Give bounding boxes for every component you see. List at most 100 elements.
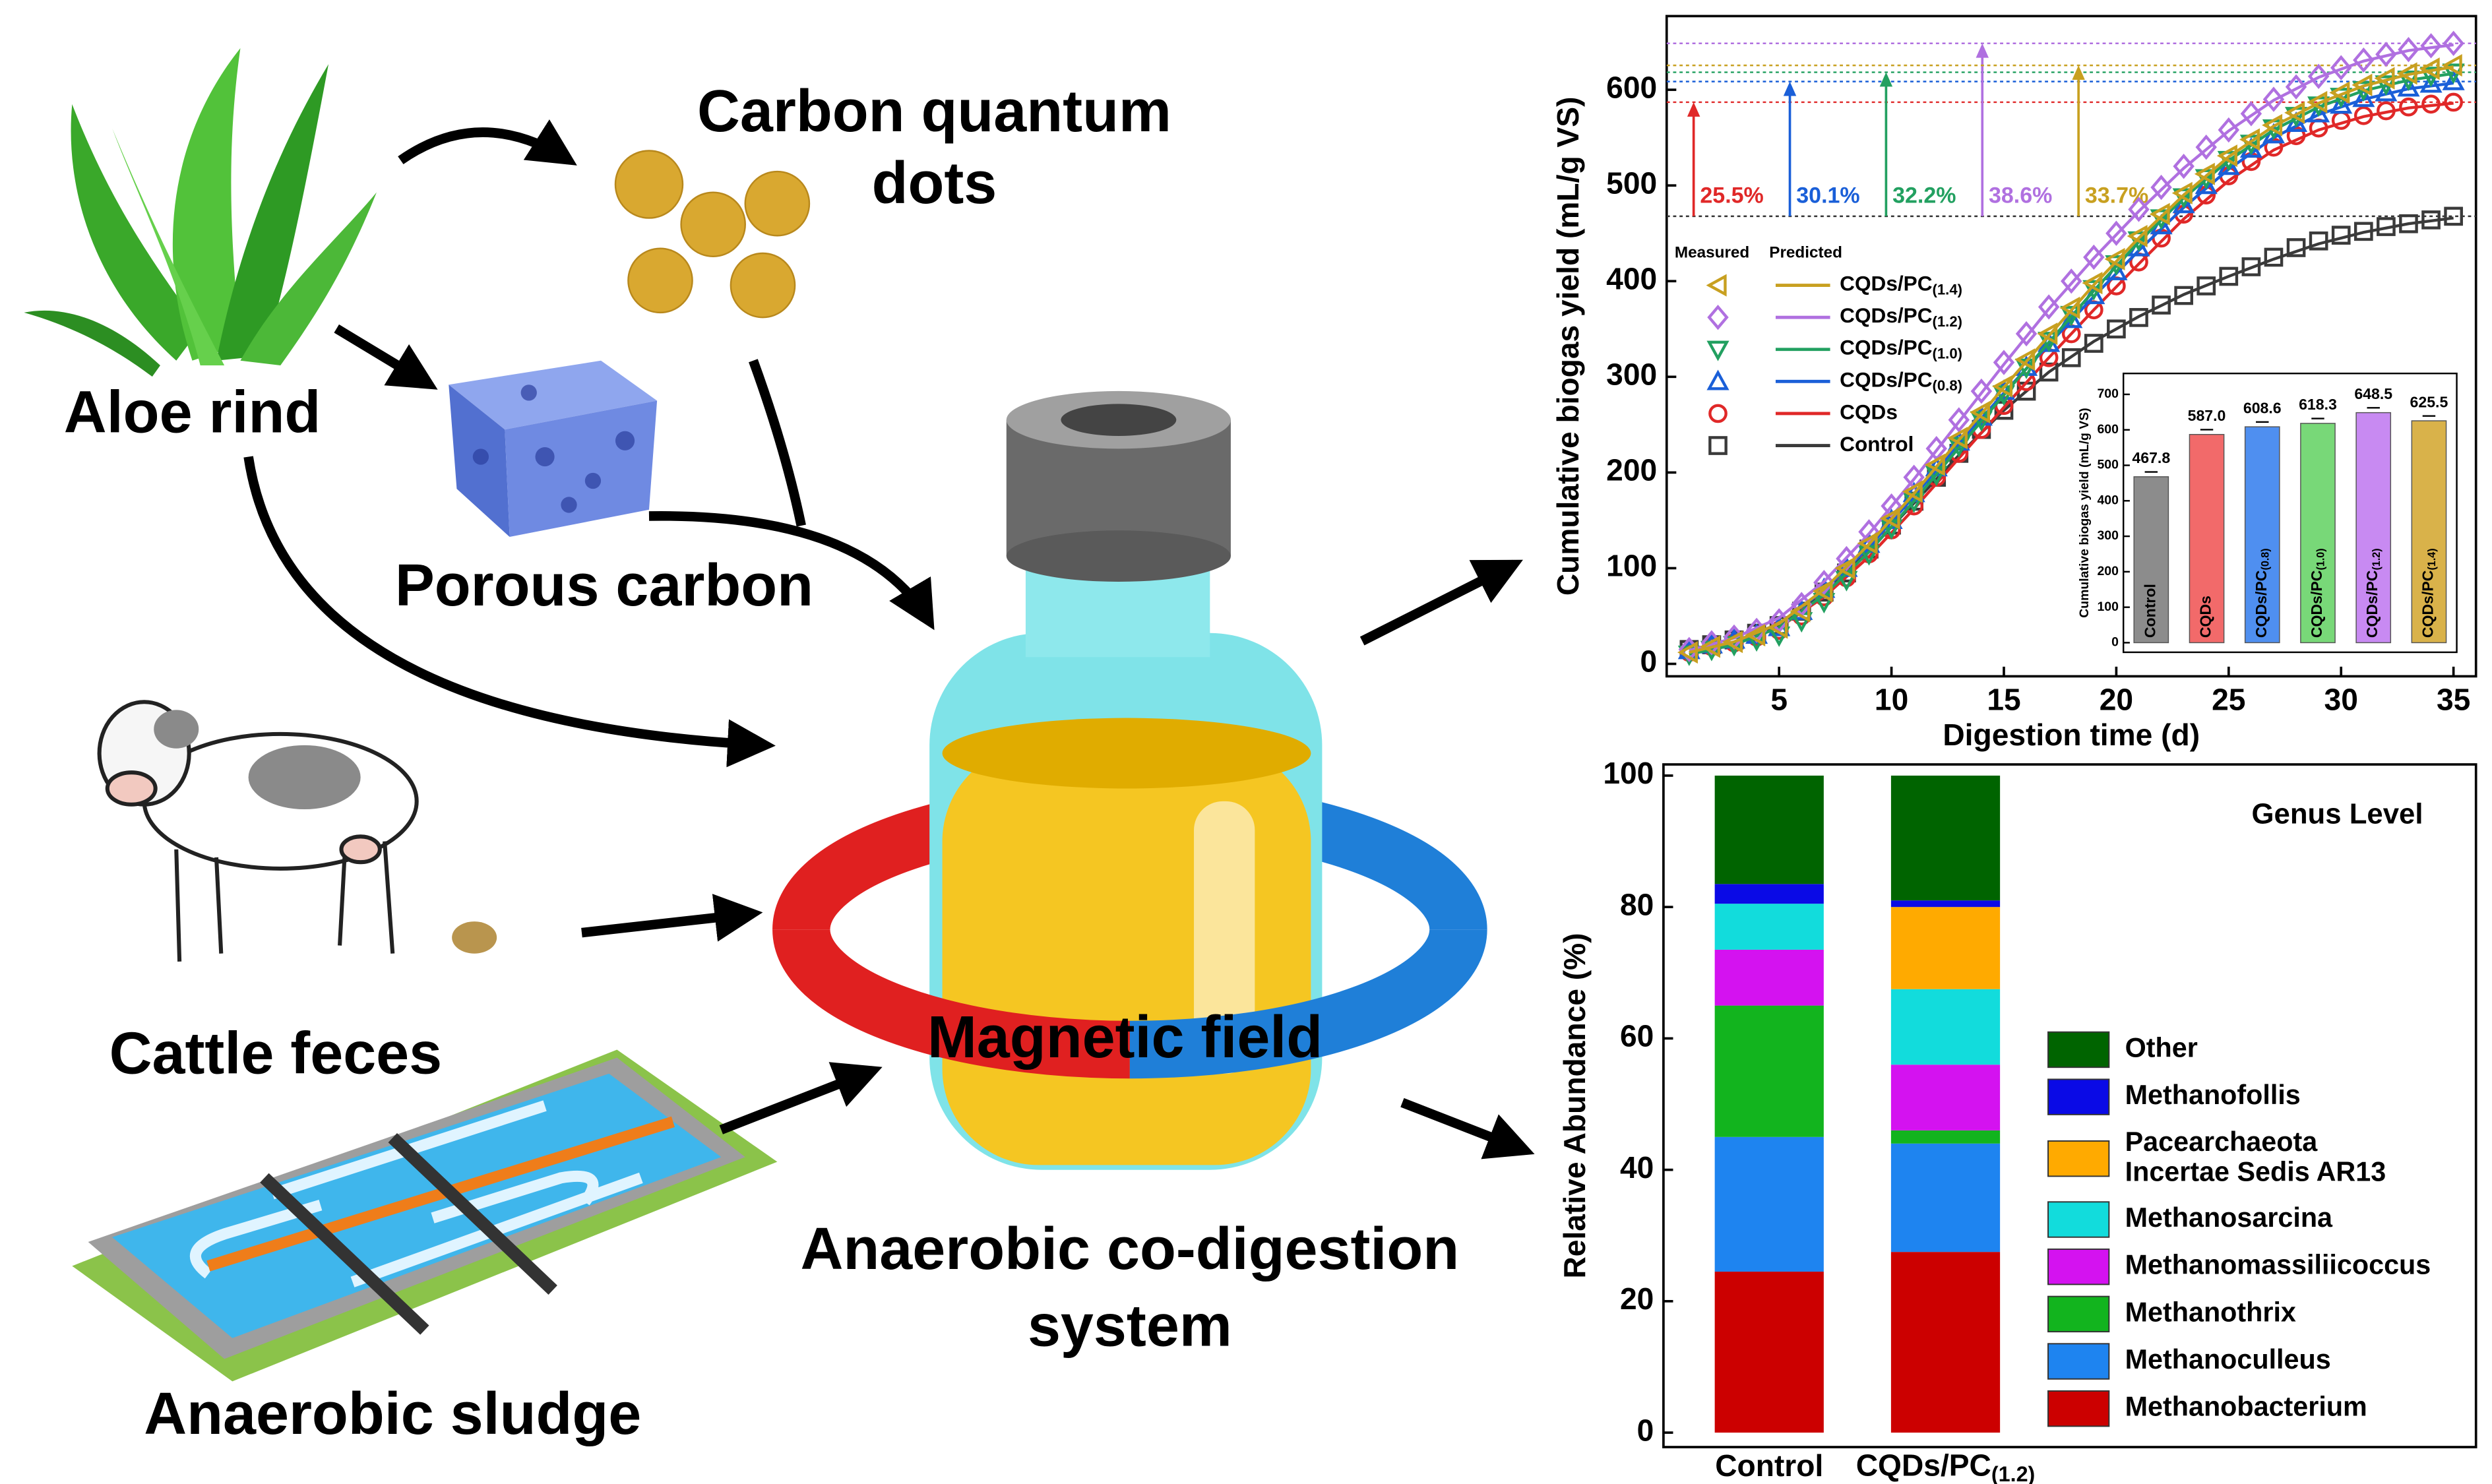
- legend-marker: [1707, 304, 1729, 330]
- category-label: CQDs/PC(1.4): [2419, 548, 2439, 638]
- y-axis-title: Relative Abundance (%): [1557, 933, 1592, 1278]
- data-point: [2353, 222, 2373, 241]
- y-tick-label: 300: [1606, 357, 1657, 392]
- aloe-illustration-part: [216, 64, 329, 361]
- data-point: [1677, 641, 1698, 664]
- data-point: [2284, 111, 2308, 132]
- y-tick-label: 20: [1620, 1282, 1654, 1316]
- data-point: [2104, 247, 2125, 270]
- porous-carbon-cube-part-part: [535, 447, 555, 467]
- porous-carbon-cube-part-part: [615, 431, 635, 450]
- data-point: [1924, 453, 1945, 476]
- data-point: [2309, 231, 2328, 251]
- x-tick-label: 15: [1987, 682, 2020, 716]
- legend-swatch: [2047, 1390, 2110, 1427]
- bottle-illustration-part: [1061, 404, 1177, 436]
- data-point: [2353, 106, 2373, 125]
- data-point: [1970, 378, 1993, 404]
- legend-label: Methanoculleus: [2125, 1344, 2331, 1375]
- bottle-illustration-part: [1129, 928, 1487, 1079]
- bar-segment: [1890, 989, 2001, 1065]
- data-point: [2105, 220, 2127, 246]
- inset-frame: [2122, 372, 2458, 654]
- data-point: [2285, 74, 2307, 100]
- label: Carbon quantum: [697, 78, 1171, 144]
- y-tick-label: 60: [1620, 1019, 1654, 1053]
- y-tick-label: 400: [1606, 261, 1657, 295]
- data-point: [2374, 67, 2395, 90]
- sludge-tank-illustration-part: [206, 1116, 675, 1272]
- porous-carbon-cube-part-part: [520, 385, 537, 401]
- data-point: [2014, 348, 2036, 371]
- data-point: [2284, 101, 2305, 124]
- legend-label: Methanomassiliicoccus: [2125, 1250, 2431, 1280]
- sludge-tank-illustration: [72, 1049, 778, 1382]
- annotation: 38.6%: [1989, 183, 2052, 208]
- cow-illustration-part: [105, 770, 158, 807]
- data-point: [1813, 570, 1835, 596]
- y-tick-label: 80: [1620, 887, 1654, 921]
- quantum-dots-part: [744, 170, 811, 237]
- legend-swatch: [2047, 1201, 2110, 1238]
- bar: [2244, 426, 2280, 644]
- legend-swatch: [2047, 1343, 2110, 1380]
- bar: [2189, 433, 2225, 644]
- legend-marker: [1708, 404, 1728, 423]
- y-tick-label: 700: [2098, 386, 2119, 401]
- data-point: [1948, 407, 1970, 433]
- plot-frame: [1665, 15, 2477, 678]
- value-label: 625.5: [2410, 393, 2448, 410]
- label: Cattle feces: [109, 1020, 443, 1086]
- bar: [2300, 423, 2336, 644]
- category-label: CQDs/PC(0.8): [2253, 548, 2272, 638]
- cow-illustration-part: [174, 841, 395, 962]
- legend-swatch: [2047, 1248, 2110, 1285]
- x-tick-label: Control: [1715, 1448, 1823, 1483]
- data-point: [2107, 319, 2126, 339]
- data-point: [2419, 57, 2440, 80]
- data-point: [2396, 62, 2417, 85]
- data-point: [2082, 272, 2103, 295]
- data-point: [2084, 334, 2103, 353]
- label: Anaerobic co-digestion: [800, 1216, 1459, 1282]
- legend-label: Methanothrix: [2125, 1297, 2296, 1327]
- data-point: [2083, 244, 2105, 270]
- legend-label: CQDs: [1840, 400, 1898, 423]
- bar-segment: [1714, 904, 1824, 950]
- arrow-head: [1783, 81, 1797, 96]
- data-point: [1812, 580, 1833, 603]
- data-point: [2444, 92, 2463, 112]
- data-point: [2218, 117, 2240, 143]
- bottle-illustration-part: [942, 718, 1311, 789]
- data-point: [2352, 73, 2373, 96]
- cow-illustration-part: [339, 834, 382, 865]
- cow-illustration-part: [248, 745, 361, 810]
- annotation: 33.7%: [2085, 183, 2148, 208]
- annotation: 32.2%: [1892, 183, 1956, 208]
- value-label: 618.3: [2299, 396, 2337, 413]
- bar-segment: [1890, 1130, 2001, 1144]
- data-point: [2375, 80, 2398, 102]
- data-point: [1947, 427, 1968, 450]
- data-point: [2038, 294, 2060, 320]
- x-tick-label: 35: [2437, 682, 2470, 716]
- label: Anaerobic sludge: [144, 1381, 641, 1447]
- y-tick-label: 600: [1606, 70, 1657, 104]
- category-label: CQDs/PC(1.0): [2308, 548, 2327, 638]
- legend-marker: [1708, 436, 1728, 455]
- quantum-dots-part: [627, 247, 693, 314]
- porous-carbon-cube-part: [449, 360, 658, 430]
- bar-segment: [1714, 949, 1824, 1006]
- data-point: [2060, 307, 2083, 328]
- bottle-illustration-part: [772, 928, 1130, 1079]
- data-point: [2421, 94, 2441, 114]
- data-point: [2194, 162, 2215, 185]
- data-point: [2061, 348, 2081, 367]
- data-point: [2152, 295, 2171, 315]
- data-point: [2307, 102, 2330, 123]
- data-point: [2240, 101, 2262, 127]
- data-point: [2443, 30, 2464, 56]
- data-point: [2129, 308, 2148, 327]
- legend-swatch: [2047, 1031, 2110, 1068]
